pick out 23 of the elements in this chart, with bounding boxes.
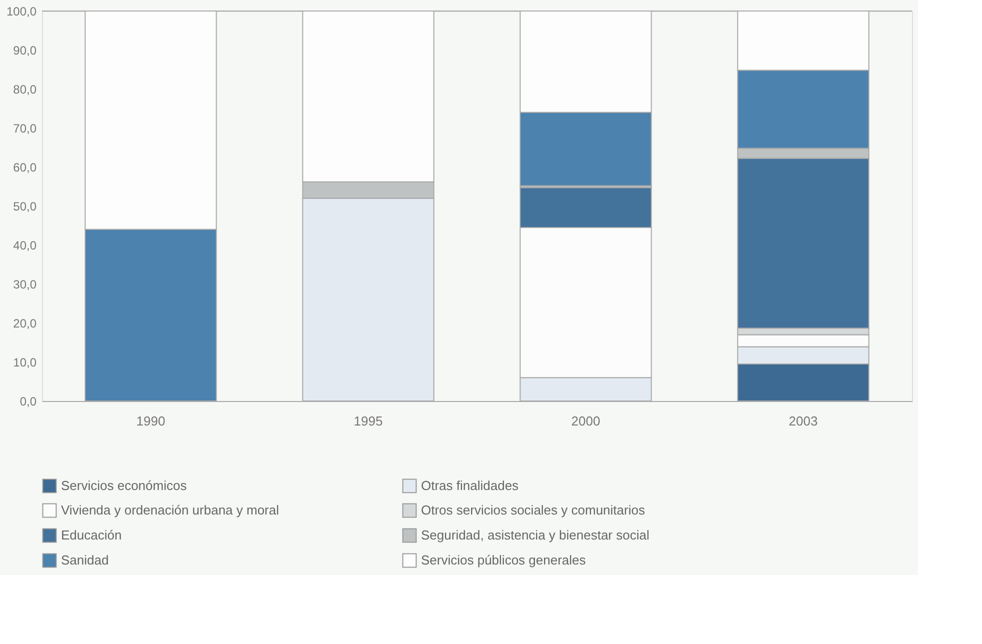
y-tick-label: 0,0 bbox=[20, 394, 37, 408]
y-tick-label: 10,0 bbox=[13, 356, 37, 370]
legend-label: Educación bbox=[61, 528, 122, 542]
legend-label: Sanidad bbox=[61, 552, 109, 568]
y-tick-label: 30,0 bbox=[13, 278, 37, 292]
x-tick-label: 2003 bbox=[788, 414, 818, 428]
y-tick-label: 20,0 bbox=[13, 316, 37, 330]
y-tick-label: 80,0 bbox=[13, 82, 37, 96]
legend-label: Vivienda y ordenación urbana y moral bbox=[61, 502, 280, 518]
legend-label: Otros servicios sociales y comunitarios bbox=[421, 502, 646, 518]
legend-label: Seguridad, asistencia y bienestar social bbox=[421, 528, 650, 542]
legend-label: Servicios económicos bbox=[61, 478, 188, 493]
x-tick-label: 2000 bbox=[571, 414, 600, 428]
y-tick-label: 40,0 bbox=[13, 238, 37, 252]
x-tick-label: 1990 bbox=[136, 414, 166, 428]
legend-label: Servicios públicos generales bbox=[421, 552, 586, 568]
y-tick-label: 70,0 bbox=[13, 122, 37, 136]
legend-label: Otras finalidades bbox=[421, 478, 520, 493]
y-tick-label: 90,0 bbox=[13, 44, 37, 58]
x-tick-label: 1995 bbox=[354, 414, 383, 428]
y-tick-label: 100,0 bbox=[6, 4, 37, 18]
y-tick-label: 60,0 bbox=[13, 160, 37, 174]
y-tick-label: 50,0 bbox=[13, 200, 37, 214]
